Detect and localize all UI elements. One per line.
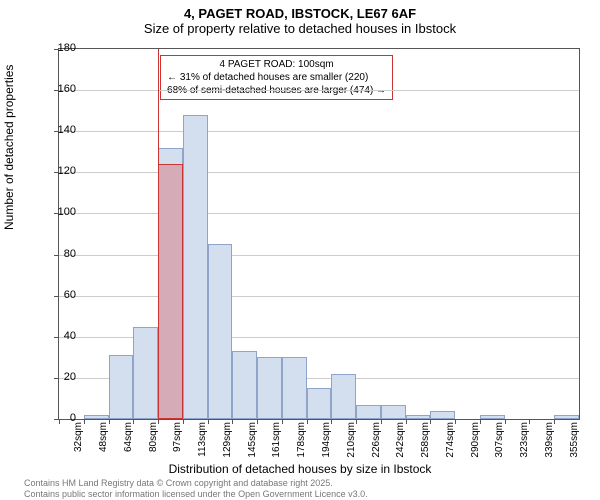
histogram-bar xyxy=(480,415,505,419)
ytick-label: 100 xyxy=(46,206,76,218)
xtick-label: 355sqm xyxy=(569,422,580,462)
histogram-bar xyxy=(208,244,233,419)
histogram-bar xyxy=(381,405,406,419)
ytick-label: 0 xyxy=(46,412,76,424)
xtick-label: 226sqm xyxy=(371,422,382,462)
ytick-label: 140 xyxy=(46,124,76,136)
annotation-title: 4 PAGET ROAD: 100sqm xyxy=(167,58,386,71)
histogram-bar xyxy=(356,405,381,419)
xtick-label: 97sqm xyxy=(172,422,183,462)
histogram-bar xyxy=(84,415,109,419)
gridline xyxy=(59,131,579,132)
xtick-label: 80sqm xyxy=(148,422,159,462)
gridline xyxy=(59,90,579,91)
ytick-label: 180 xyxy=(46,42,76,54)
histogram-bar xyxy=(307,388,332,419)
xtick-label: 194sqm xyxy=(321,422,332,462)
y-axis-label: Number of detached properties xyxy=(2,65,16,230)
gridline xyxy=(59,172,579,173)
xtick-label: 129sqm xyxy=(222,422,233,462)
footer-line-2: Contains public sector information licen… xyxy=(24,489,368,499)
xtick-label: 32sqm xyxy=(73,422,84,462)
xtick-label: 64sqm xyxy=(123,422,134,462)
xtick-label: 274sqm xyxy=(445,422,456,462)
histogram-bar xyxy=(232,351,257,419)
xtick-label: 178sqm xyxy=(296,422,307,462)
plot-area: 4 PAGET ROAD: 100sqm ← 31% of detached h… xyxy=(58,48,580,420)
annotation-smaller: ← 31% of detached houses are smaller (22… xyxy=(167,71,386,84)
histogram-bar xyxy=(257,357,282,419)
ytick-label: 120 xyxy=(46,165,76,177)
histogram-bar xyxy=(282,357,307,419)
xtick-label: 258sqm xyxy=(420,422,431,462)
marker-line xyxy=(158,49,159,419)
footer-attribution: Contains HM Land Registry data © Crown c… xyxy=(24,478,368,499)
chart-container: 4, PAGET ROAD, IBSTOCK, LE67 6AF Size of… xyxy=(0,0,600,500)
histogram-bar xyxy=(133,327,158,420)
xtick-label: 113sqm xyxy=(197,422,208,462)
xtick-label: 323sqm xyxy=(519,422,530,462)
ytick-label: 20 xyxy=(46,371,76,383)
gridline xyxy=(59,213,579,214)
ytick-label: 160 xyxy=(46,83,76,95)
histogram-bar xyxy=(183,115,208,419)
histogram-bar xyxy=(109,355,134,419)
histogram-bar xyxy=(331,374,356,419)
xtick-label: 290sqm xyxy=(470,422,481,462)
xtick-label: 145sqm xyxy=(247,422,258,462)
ytick-label: 40 xyxy=(46,330,76,342)
gridline xyxy=(59,255,579,256)
xtick-label: 242sqm xyxy=(395,422,406,462)
xtick-label: 339sqm xyxy=(544,422,555,462)
page-title: 4, PAGET ROAD, IBSTOCK, LE67 6AF xyxy=(0,0,600,21)
x-axis-label: Distribution of detached houses by size … xyxy=(0,462,600,476)
xtick-label: 307sqm xyxy=(494,422,505,462)
page-subtitle: Size of property relative to detached ho… xyxy=(0,21,600,40)
xtick-label: 48sqm xyxy=(98,422,109,462)
highlight-bar xyxy=(158,164,183,419)
histogram-bar xyxy=(554,415,579,419)
xtick-label: 161sqm xyxy=(271,422,282,462)
footer-line-1: Contains HM Land Registry data © Crown c… xyxy=(24,478,368,488)
histogram-bar xyxy=(430,411,455,419)
ytick-label: 60 xyxy=(46,289,76,301)
gridline xyxy=(59,296,579,297)
xtick-label: 210sqm xyxy=(346,422,357,462)
ytick-label: 80 xyxy=(46,248,76,260)
annotation-box: 4 PAGET ROAD: 100sqm ← 31% of detached h… xyxy=(160,55,393,100)
histogram-bar xyxy=(406,415,431,419)
